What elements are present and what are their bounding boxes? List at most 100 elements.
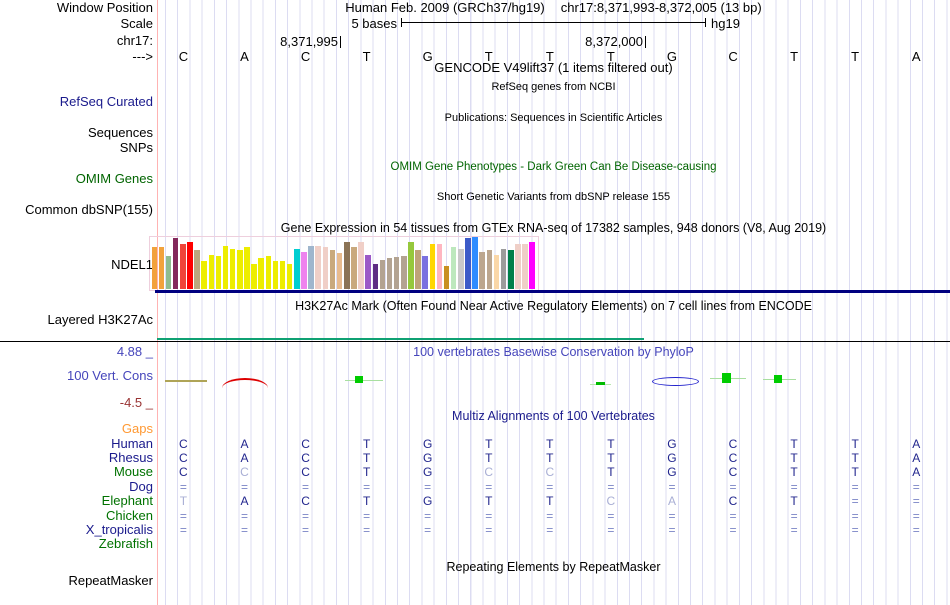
species-label-human[interactable]: Human	[111, 436, 153, 451]
gtex-tissue-bar	[458, 249, 464, 289]
track-label-cons-min-value[interactable]: -4.5 _	[119, 395, 153, 410]
gtex-tissue-bar	[222, 246, 229, 289]
base-letter: T	[484, 49, 493, 64]
left-boundary-guide-line	[157, 0, 158, 605]
align-cell-x-tropicalis: =	[912, 523, 920, 537]
track-label-strand-arrow[interactable]: --->	[132, 49, 153, 64]
species-label-x-tropicalis[interactable]: X_tropicalis	[85, 522, 153, 537]
align-cell-dog: =	[668, 480, 676, 494]
align-cell-human: G	[667, 437, 677, 451]
ruler-position-label: 8,372,000	[585, 34, 643, 49]
align-cell-x-tropicalis: =	[851, 523, 859, 537]
base-letter: C	[178, 49, 189, 64]
gtex-tissue-bar	[286, 264, 293, 289]
track-label-layered-h3k27ac[interactable]: Layered H3K27Ac	[47, 312, 153, 327]
gtex-tissue-bar	[508, 250, 514, 289]
ruler-position-label: 8,371,995	[280, 34, 338, 49]
track-label-scale[interactable]: Scale	[120, 16, 153, 31]
gtex-tissue-bar	[322, 247, 329, 289]
gtex-tissue-bar	[358, 242, 364, 289]
align-cell-chicken: =	[851, 509, 859, 523]
track-title-h3k27ac[interactable]: H3K27Ac Mark (Often Found Near Active Re…	[295, 299, 812, 313]
align-cell-elephant: G	[423, 494, 433, 508]
gtex-tissue-bar	[201, 261, 207, 289]
track-label-omim-genes[interactable]: OMIM Genes	[75, 171, 153, 186]
assembly-title: Human Feb. 2009 (GRCh37/hg19)	[345, 0, 545, 15]
gtex-tissue-bar	[386, 258, 393, 289]
track-label-common-dbsnp-155[interactable]: Common dbSNP(155)	[25, 202, 153, 217]
gtex-tissue-bar	[251, 264, 257, 289]
align-cell-elephant: =	[912, 494, 920, 508]
track-title-gtex[interactable]: Gene Expression in 54 tissues from GTEx …	[280, 221, 827, 235]
track-label-chr17[interactable]: chr17:	[116, 33, 153, 48]
gtex-tissue-bar	[172, 238, 179, 289]
gtex-tissue-bar	[372, 264, 379, 289]
track-label-cons-max-value[interactable]: 4.88 _	[116, 344, 153, 359]
gtex-tissue-bar	[244, 247, 250, 289]
conservation-mark-box	[596, 382, 605, 385]
align-cell-dog: =	[790, 480, 798, 494]
align-cell-mouse: C	[240, 465, 249, 479]
ndel1-gene-line[interactable]	[155, 290, 950, 293]
species-label-gaps[interactable]: Gaps	[121, 421, 153, 436]
species-label-zebrafish[interactable]: Zebrafish	[98, 536, 153, 551]
align-cell-rhesus: G	[423, 451, 433, 465]
align-cell-elephant: C	[728, 494, 738, 508]
align-cell-rhesus: C	[179, 451, 188, 465]
align-cell-x-tropicalis: =	[485, 523, 493, 537]
align-cell-mouse: T	[362, 465, 371, 479]
species-label-rhesus[interactable]: Rhesus	[108, 450, 153, 465]
track-label-sequences[interactable]: Sequences	[87, 125, 153, 140]
gtex-tissue-bar	[165, 256, 172, 289]
scale-bar	[401, 22, 705, 23]
align-cell-elephant: A	[240, 494, 249, 508]
gtex-tissue-bar	[443, 266, 450, 289]
position-range: chr17:8,371,993-8,372,005 (13 bp)	[560, 0, 762, 15]
align-cell-x-tropicalis: =	[424, 523, 432, 537]
gtex-tissue-bar	[365, 255, 371, 289]
align-cell-elephant: A	[667, 494, 676, 508]
align-cell-chicken: =	[424, 509, 432, 523]
track-title-omim[interactable]: OMIM Gene Phenotypes - Dark Green Can Be…	[390, 161, 717, 173]
track-title-phylop[interactable]: 100 vertebrates Basewise Conservation by…	[413, 345, 694, 359]
track-label-ndel1-gene[interactable]: NDEL1	[111, 257, 153, 272]
track-title-repeatmasker[interactable]: Repeating Elements by RepeatMasker	[446, 560, 661, 574]
track-title-publications[interactable]: Publications: Sequences in Scientific Ar…	[444, 112, 663, 124]
species-label-mouse[interactable]: Mouse	[113, 464, 153, 479]
base-letter: G	[422, 49, 433, 64]
align-cell-mouse: C	[728, 465, 738, 479]
track-label-100-vert-cons[interactable]: 100 Vert. Cons	[67, 368, 153, 383]
track-label-refseq-curated[interactable]: RefSeq Curated	[59, 94, 153, 109]
species-label-chicken[interactable]: Chicken	[106, 508, 153, 523]
track-label-window-position[interactable]: Window Position	[56, 0, 153, 15]
gtex-tissue-bar	[450, 247, 457, 289]
gtex-tissue-bar	[486, 250, 493, 289]
track-title-refseq[interactable]: RefSeq genes from NCBI	[491, 81, 616, 93]
gtex-tissue-bar	[215, 256, 222, 289]
species-label-dog[interactable]: Dog	[129, 479, 153, 494]
align-cell-dog: =	[363, 480, 371, 494]
track-separator-line	[0, 341, 950, 342]
h3k27ac-baseline[interactable]	[157, 338, 644, 340]
gtex-tissue-bar	[479, 252, 485, 289]
track-title-dbsnp[interactable]: Short Genetic Variants from dbSNP releas…	[436, 191, 671, 203]
species-label-elephant[interactable]: Elephant	[101, 493, 153, 508]
align-cell-dog: =	[302, 480, 310, 494]
track-label-snps[interactable]: SNPs	[119, 140, 153, 155]
align-cell-dog: =	[424, 480, 432, 494]
base-letter: T	[790, 49, 799, 64]
track-title-multiz[interactable]: Multiz Alignments of 100 Vertebrates	[452, 409, 655, 423]
base-letter: T	[851, 49, 860, 64]
gtex-tissue-bar	[279, 261, 286, 289]
align-cell-dog: =	[485, 480, 493, 494]
gtex-tissue-bar	[393, 257, 400, 289]
align-cell-mouse: G	[667, 465, 677, 479]
gtex-tissue-bar	[465, 238, 471, 289]
align-cell-human: A	[240, 437, 249, 451]
align-cell-mouse: A	[912, 465, 921, 479]
track-label-repeatmasker[interactable]: RepeatMasker	[68, 573, 153, 588]
track-title-gencode[interactable]: GENCODE V49lift37 (1 items filtered out)	[434, 60, 673, 75]
gtex-tissue-bar	[229, 249, 236, 289]
gtex-tissue-bar	[493, 255, 500, 289]
